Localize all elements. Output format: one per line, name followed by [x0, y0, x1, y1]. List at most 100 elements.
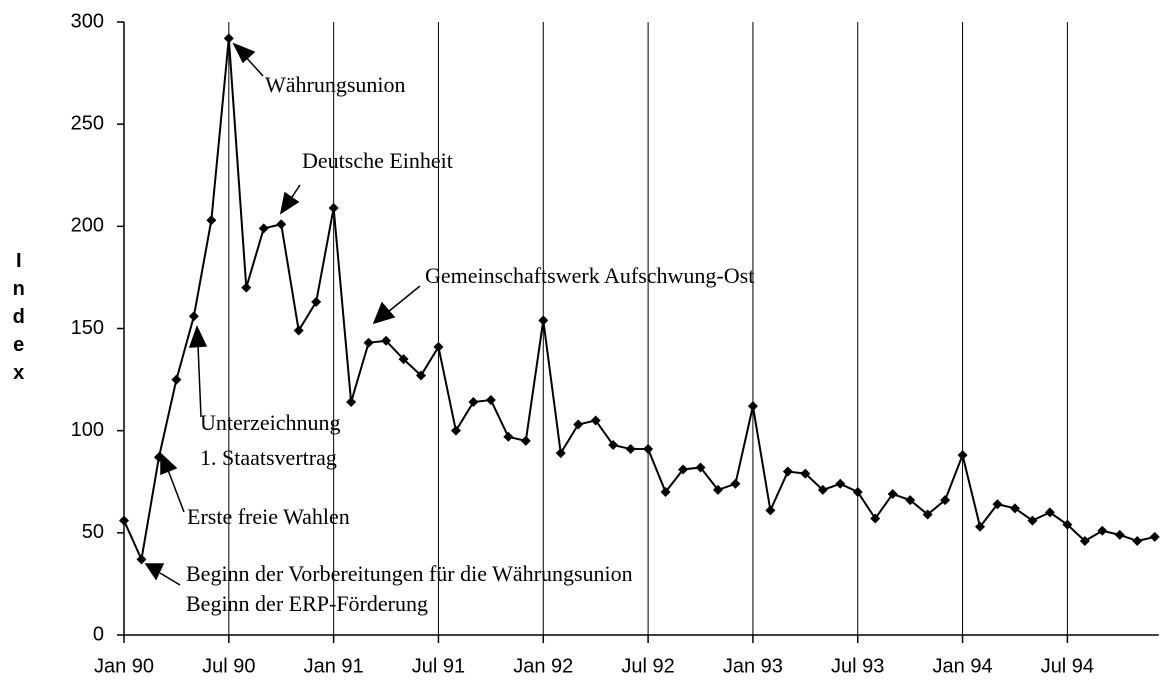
- marker: [1062, 519, 1073, 530]
- marker: [206, 215, 217, 226]
- marker: [1114, 529, 1125, 540]
- line: [123, 38, 1155, 563]
- marker: [468, 397, 479, 408]
- marker: [555, 448, 566, 459]
- marker: [905, 495, 916, 506]
- marker: [782, 466, 793, 477]
- annotation: Gemeinschaftswerk Aufschwung-Ost: [425, 263, 754, 288]
- x-tick-label: Jan 94: [933, 655, 993, 677]
- marker: [940, 495, 951, 506]
- marker: [870, 513, 881, 524]
- marker: [835, 478, 846, 489]
- marker: [1079, 536, 1090, 547]
- x-tick-label: Jul 91: [412, 655, 465, 677]
- x-tick-label: Jul 93: [831, 655, 884, 677]
- marker: [1132, 536, 1143, 547]
- marker: [433, 341, 444, 352]
- marker: [1097, 525, 1108, 536]
- y-tick-label: 150: [71, 317, 104, 339]
- marker: [450, 425, 461, 436]
- annotation: 1. Staatsvertrag: [200, 445, 337, 470]
- marker: [817, 484, 828, 495]
- marker: [975, 521, 986, 532]
- marker: [643, 444, 654, 455]
- marker: [852, 486, 863, 497]
- marker: [311, 296, 322, 307]
- y-axis-label: Index: [8, 250, 30, 390]
- marker: [1027, 515, 1038, 526]
- annotation: Unterzeichnung: [200, 410, 341, 435]
- marker: [608, 439, 619, 450]
- arrow-head: [144, 563, 165, 581]
- marker: [800, 468, 811, 479]
- x-tick-label: Jan 93: [723, 655, 783, 677]
- marker: [678, 464, 689, 475]
- arrow-head: [188, 325, 208, 348]
- marker: [590, 415, 601, 426]
- marker: [695, 462, 706, 473]
- marker: [258, 223, 269, 234]
- y-tick-label: 250: [71, 112, 104, 134]
- marker: [712, 484, 723, 495]
- annotation: Währungsunion: [265, 72, 406, 97]
- marker: [241, 282, 252, 293]
- x-tick-label: Jul 90: [202, 655, 255, 677]
- arrow-head: [232, 42, 256, 64]
- marker: [887, 489, 898, 500]
- x-tick-label: Jul 94: [1041, 655, 1094, 677]
- annotation: Beginn der Vorbereitungen für die Währun…: [186, 561, 633, 586]
- marker: [922, 509, 933, 520]
- arrow: [387, 285, 421, 313]
- marker: [992, 499, 1003, 510]
- x-tick-label: Jan 91: [304, 655, 364, 677]
- y-tick-label: 0: [93, 623, 104, 645]
- marker: [485, 395, 496, 406]
- marker: [276, 219, 287, 230]
- y-tick-label: 100: [71, 419, 104, 441]
- x-tick-label: Jul 92: [621, 655, 674, 677]
- marker: [171, 374, 182, 385]
- marker: [398, 354, 409, 365]
- marker: [503, 431, 514, 442]
- marker: [1149, 531, 1160, 542]
- y-tick-label: 50: [82, 521, 104, 543]
- marker: [957, 450, 968, 461]
- marker: [346, 397, 357, 408]
- marker: [381, 335, 392, 346]
- arrow-head: [372, 301, 396, 325]
- marker: [188, 311, 199, 322]
- marker: [520, 435, 531, 446]
- x-tick-label: Jan 90: [94, 655, 154, 677]
- marker: [119, 515, 129, 526]
- marker: [1009, 503, 1020, 514]
- plot: 0 50 100 150 200 250 300 Jan 90 Jul 90 Jan 91 Jul …: [71, 10, 1160, 677]
- marker: [730, 478, 741, 489]
- annotation: Deutsche Einheit: [302, 148, 453, 173]
- marker: [153, 452, 164, 463]
- marker: [747, 401, 758, 412]
- marker: [415, 370, 426, 381]
- marker: [573, 419, 584, 430]
- arrow-head: [160, 452, 178, 476]
- y-tick-label: 200: [71, 215, 104, 237]
- arrow: [167, 469, 185, 513]
- marker: [1044, 507, 1055, 518]
- marker: [625, 444, 636, 455]
- annotation: Erste freie Wahlen: [187, 504, 350, 529]
- marker: [328, 202, 339, 213]
- marker: [765, 505, 776, 516]
- marker: [363, 337, 374, 348]
- x-tick-label: Jan 92: [513, 655, 573, 677]
- annotation: Beginn der ERP-Förderung: [186, 591, 428, 616]
- marker: [223, 33, 234, 44]
- marker: [293, 325, 304, 336]
- marker: [136, 554, 147, 565]
- marker: [660, 486, 671, 497]
- arrow: [197, 344, 202, 418]
- marker: [538, 315, 549, 326]
- arrow: [159, 572, 181, 586]
- y-tick-label: 300: [71, 10, 104, 32]
- arrow-head: [279, 191, 300, 215]
- annotations: [144, 42, 421, 586]
